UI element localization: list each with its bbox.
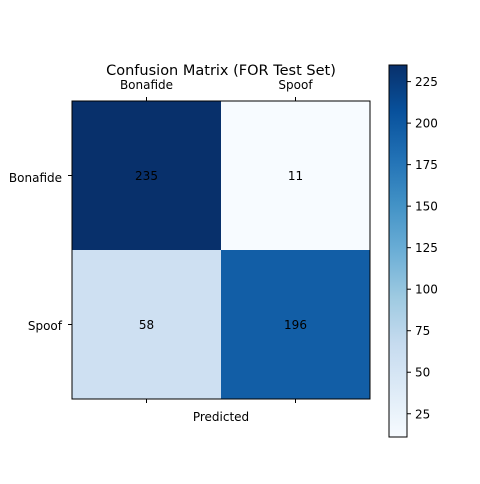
- colorbar-tick-label-175: 175: [415, 158, 438, 172]
- chart-title: Confusion Matrix (FOR Test Set): [106, 63, 336, 79]
- matrix-frame: [71, 100, 371, 400]
- cell-value-r1-c0: 58: [139, 318, 154, 332]
- colorbar-tick-label-25: 25: [415, 407, 430, 421]
- cell-r1-c1: [221, 250, 370, 399]
- colorbar-tick-label-150: 150: [415, 200, 438, 214]
- cell-r0-c0: [72, 101, 221, 250]
- cell-r0-c1: [221, 101, 370, 250]
- x-tick-label-spoof: Spoof: [278, 78, 313, 92]
- colorbar: [388, 64, 408, 438]
- x-tick-marks: [146, 97, 296, 403]
- colorbar-tick-label-75: 75: [415, 324, 430, 338]
- x-tick-label-bonafide: Bonafide: [120, 78, 173, 92]
- colorbar-tick-label-100: 100: [415, 283, 438, 297]
- matrix-cells: [72, 101, 370, 399]
- colorbar-ticks: 25 50 75 100 125 150 175 200 225: [407, 75, 438, 421]
- cell-value-r0-c1: 11: [288, 169, 303, 183]
- colorbar-tick-label-225: 225: [415, 75, 438, 89]
- cell-value-r0-c0: 235: [135, 169, 158, 183]
- matrix-cell-labels: 235 11 58 196: [135, 169, 307, 332]
- colorbar-tick-label-125: 125: [415, 241, 438, 255]
- cell-r1-c0: [72, 250, 221, 399]
- x-axis-label: Predicted: [193, 410, 249, 424]
- colorbar-tick-label-200: 200: [415, 117, 438, 131]
- cell-value-r1-c1: 196: [284, 318, 307, 332]
- y-tick-marks: [68, 175, 72, 325]
- colorbar-tick-label-50: 50: [415, 366, 430, 380]
- y-tick-label-spoof: Spoof: [28, 319, 63, 333]
- y-tick-label-bonafide: Bonafide: [9, 171, 62, 185]
